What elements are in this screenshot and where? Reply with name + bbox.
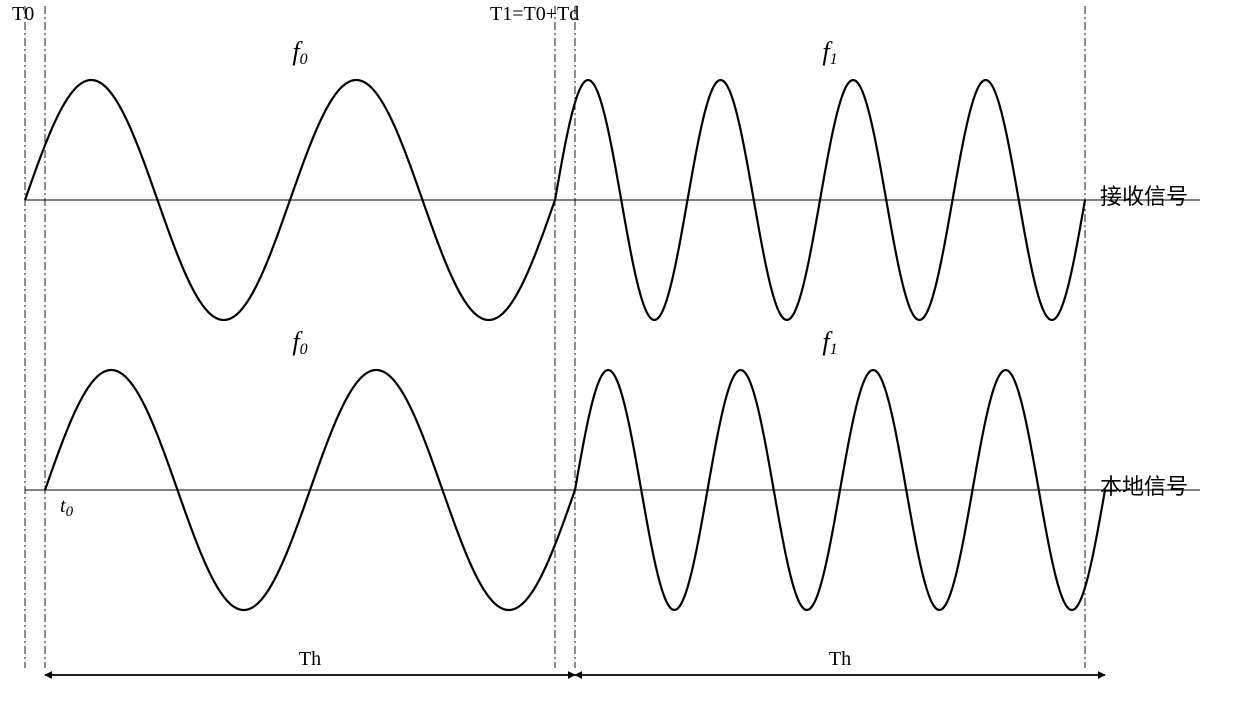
freq-label-bot-1: f1: [822, 327, 837, 358]
freq-label-top-0: f0: [292, 37, 307, 68]
dim-Th-left-label: Th: [299, 648, 321, 670]
freq-label-top-1: f1: [822, 37, 837, 68]
label-T1: T1=T0+Td: [490, 3, 579, 25]
label-t0: t0: [60, 495, 74, 520]
label-T0: T0: [12, 3, 34, 25]
label-received: 接收信号: [1100, 184, 1188, 209]
dim-Th-right-label: Th: [829, 648, 851, 670]
freq-label-bot-0: f0: [292, 327, 307, 358]
label-local: 本地信号: [1100, 474, 1188, 499]
